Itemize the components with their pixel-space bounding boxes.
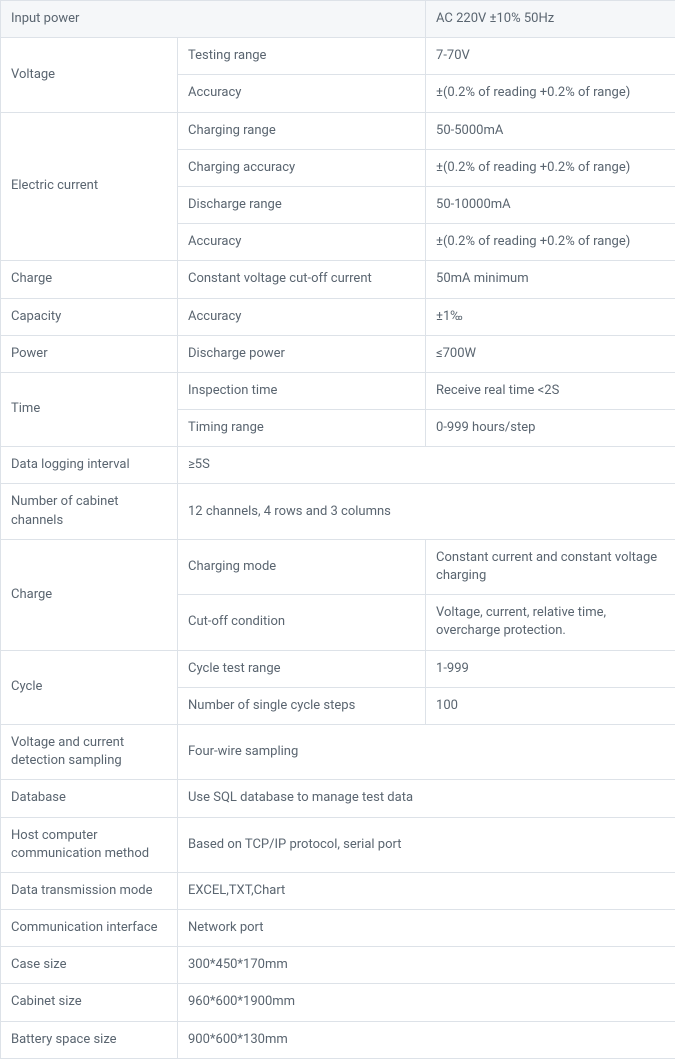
table-row: Battery space size900*600*130mm [1,1021,675,1058]
table-cell: 50mA minimum [426,261,675,298]
table-row: Input powerAC 220V ±10% 50Hz [1,1,675,38]
table-cell: 1-999 [426,650,675,687]
table-cell: Cycle [1,650,178,724]
table-cell: ≤700W [426,335,675,372]
table-cell: ±(0.2% of reading +0.2% of range) [426,149,675,186]
table-row: PowerDischarge power≤700W [1,335,675,372]
table-cell: Capacity [1,298,178,335]
table-cell: ±(0.2% of reading +0.2% of range) [426,75,675,112]
table-cell: 960*600*1900mm [178,984,675,1021]
table-cell: Charge [1,539,178,650]
table-cell: Voltage and current detection sampling [1,724,178,779]
table-cell: Network port [178,910,675,947]
table-cell: ≥5S [178,447,675,484]
table-row: Voltage and current detection samplingFo… [1,724,675,779]
table-cell: 12 channels, 4 rows and 3 columns [178,484,675,539]
table-cell: Accuracy [178,75,426,112]
table-cell: 7-70V [426,38,675,75]
table-row: Communication interfaceNetwork port [1,910,675,947]
table-cell: Accuracy [178,298,426,335]
table-cell: Charging range [178,112,426,149]
table-row: ChargeCharging modeConstant current and … [1,539,675,594]
table-row: ChargeConstant voltage cut-off current50… [1,261,675,298]
table-cell: ±(0.2% of reading +0.2% of range) [426,224,675,261]
table-cell: Timing range [178,410,426,447]
table-cell: Charging mode [178,539,426,594]
spec-table: Input powerAC 220V ±10% 50HzVoltageTesti… [0,0,675,1059]
table-cell: Receive real time <2S [426,372,675,409]
table-cell: 50-10000mA [426,186,675,223]
table-cell: Voltage [1,38,178,112]
table-row: VoltageTesting range7-70V [1,38,675,75]
spec-table-body: Input powerAC 220V ±10% 50HzVoltageTesti… [1,1,675,1059]
table-row: CapacityAccuracy±1‰ [1,298,675,335]
table-row: Cabinet size960*600*1900mm [1,984,675,1021]
table-cell: ±1‰ [426,298,675,335]
table-cell: Charging accuracy [178,149,426,186]
table-cell: Battery space size [1,1021,178,1058]
table-cell: Accuracy [178,224,426,261]
table-cell: Cabinet size [1,984,178,1021]
table-row: TimeInspection timeReceive real time <2S [1,372,675,409]
table-row: CycleCycle test range1-999 [1,650,675,687]
table-row: Data logging interval≥5S [1,447,675,484]
table-row: Case size300*450*170mm [1,947,675,984]
table-row: Data transmission modeEXCEL,TXT,Chart [1,872,675,909]
table-cell: Number of cabinet channels [1,484,178,539]
table-cell: Inspection time [178,372,426,409]
table-cell: Power [1,335,178,372]
table-cell: Voltage, current, relative time, overcha… [426,595,675,650]
table-cell: 50-5000mA [426,112,675,149]
table-cell: 100 [426,687,675,724]
table-cell: Database [1,780,178,817]
table-cell: Host computer communication method [1,817,178,872]
table-cell: EXCEL,TXT,Chart [178,872,675,909]
table-cell: AC 220V ±10% 50Hz [426,1,675,38]
table-cell: Discharge range [178,186,426,223]
table-cell: 0-999 hours/step [426,410,675,447]
table-cell: Data transmission mode [1,872,178,909]
table-cell: Number of single cycle steps [178,687,426,724]
table-row: Electric currentCharging range50-5000mA [1,112,675,149]
table-cell: Cycle test range [178,650,426,687]
table-cell: Communication interface [1,910,178,947]
table-cell: Cut-off condition [178,595,426,650]
table-cell: Time [1,372,178,446]
table-cell: Constant voltage cut-off current [178,261,426,298]
table-cell: Constant current and constant voltage ch… [426,539,675,594]
table-cell: 900*600*130mm [178,1021,675,1058]
table-cell: Electric current [1,112,178,261]
table-cell: Case size [1,947,178,984]
table-row: Number of cabinet channels12 channels, 4… [1,484,675,539]
table-cell: Four-wire sampling [178,724,675,779]
table-cell: Testing range [178,38,426,75]
table-cell: Use SQL database to manage test data [178,780,675,817]
table-cell: Charge [1,261,178,298]
table-cell: 300*450*170mm [178,947,675,984]
table-row: Host computer communication methodBased … [1,817,675,872]
table-cell: Discharge power [178,335,426,372]
table-cell: Data logging interval [1,447,178,484]
table-row: DatabaseUse SQL database to manage test … [1,780,675,817]
table-cell: Input power [1,1,426,38]
table-cell: Based on TCP/IP protocol, serial port [178,817,675,872]
